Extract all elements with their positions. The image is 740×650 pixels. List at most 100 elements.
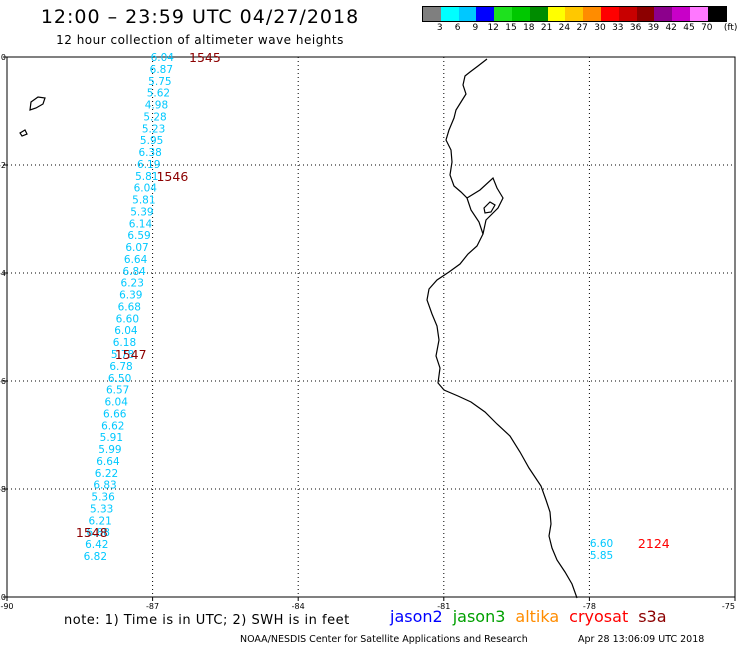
legend-swatch [618,7,637,21]
satellite-s3a: s3a [638,607,667,626]
map-grid: 0 -2 -4 -6 -8 -10-90 -87 -84 -81 -78 -75 [0,53,736,611]
satellite-cryosat: cryosat [569,607,629,626]
wave-height-value: 5.33 [90,503,113,515]
legend-swatch [440,7,459,21]
wave-height-value: 6.23 [121,278,144,290]
wave-height-value: 6.64 [124,254,148,266]
lon-tick-label: -87 [146,602,159,611]
pass-time-label: 1545 [189,50,221,65]
page-title: 12:00 – 23:59 UTC 04/27/2018 [40,6,360,28]
page-subtitle: 12 hour collection of altimeter wave hei… [56,33,344,47]
legend-swatch [494,7,512,21]
legend-swatch [654,7,673,21]
legend-label: 18 [523,23,535,33]
legend-swatches [422,6,727,22]
wave-height-value: 5.39 [130,206,153,218]
wave-height-value: 5.62 [147,88,170,100]
legend-label: 70 [701,23,713,33]
lon-tick-label: -84 [292,602,305,611]
legend-label: 42 [665,23,677,33]
wave-height-value: 6.66 [103,408,127,420]
legend-label: 6 [454,23,461,33]
wave-height-value: 5.28 [143,111,166,123]
wave-height-value: 5.85 [590,550,613,562]
wave-height-value: 5.23 [142,123,165,135]
wave-height-value: 5.81 [132,195,155,207]
wave-height-value: 6.62 [101,420,124,432]
legend-label: 36 [629,23,642,33]
notes: note: 1) Time is in UTC; 2) SWH is in fe… [64,613,350,628]
legend-label: 9 [472,23,479,33]
lat-tick-label: 0 [1,53,6,62]
wave-height-value: 6.07 [125,242,148,254]
wave-height-value: 6.22 [95,468,118,480]
wave-height-value: 5.36 [91,492,115,504]
wave-height-value: 6.38 [138,147,161,159]
footer-credit: NOAA/NESDIS Center for Satellite Applica… [240,634,528,645]
wave-height-value: 6.50 [108,373,131,385]
pass-time-labels: 1545 1546 1547 1548 2124 [76,50,670,551]
wave-height-value: 6.14 [129,218,153,230]
pass-time-label: 1547 [115,347,147,362]
south-america-coastline [426,58,578,599]
legend-swatch [423,7,441,21]
wave-height-value: 6.64 [96,456,120,468]
legend-swatch [529,7,548,21]
wave-height-value: 6.84 [122,266,146,278]
legend-label: 39 [647,23,660,33]
legend-swatch [547,7,566,21]
legend-swatch [458,7,477,21]
legend-swatch [511,7,530,21]
lon-tick-label: -75 [722,602,735,611]
wave-height-value: 6.18 [113,337,136,349]
lat-tick-label: -4 [0,269,6,278]
wave-height-value: 6.78 [109,361,132,373]
legend-swatch [689,7,708,21]
legend-swatch [565,7,584,21]
wave-height-value: 6.87 [150,64,173,76]
legend-label: 15 [505,23,517,33]
wave-height-value: 5.75 [148,76,171,88]
wave-height-value: 6.88 [87,527,110,539]
wave-height-value: 6.04 [105,397,129,409]
wave-height-value: 6.04 [134,183,158,195]
wave-height-value: 6.83 [93,480,116,492]
legend-swatch [636,7,655,21]
wave-height-value: 6.04 [114,325,138,337]
puna-island [483,201,496,214]
lon-tick-label: -81 [437,602,450,611]
wave-height-values: 6.046.875.755.624.985.285.235.956.386.19… [84,52,614,563]
wave-height-legend: 3 6 9 12 15 18 21 24 27 30 33 36 39 42 45 70 (ft) [422,6,737,34]
legend-label: 3 [436,23,443,33]
wave-height-value: 5.78 [111,349,134,361]
legend-label: 33 [612,23,624,33]
legend-label: 27 [576,23,588,33]
lat-tick-label: -8 [0,485,6,494]
wave-height-value: 6.21 [88,515,111,527]
pass-time-label: 1548 [76,525,108,540]
legend-swatch [583,7,601,21]
wave-height-value: 6.82 [84,551,107,563]
wave-height-value: 4.98 [145,100,168,112]
satellite-altika: altika [515,607,560,626]
legend-labels: 3 6 9 12 15 18 21 24 27 30 33 36 39 42 45 70 (ft) [422,22,737,34]
legend-label: 30 [594,23,606,33]
wave-height-value: 6.42 [85,539,108,551]
legend-swatch [476,7,495,21]
lat-tick-label: -10 [0,593,6,602]
wave-height-value: 6.04 [151,52,175,64]
map-border [6,56,736,598]
lat-tick-label: -6 [0,377,6,386]
wave-height-value: 6.59 [127,230,150,242]
satellite-jason2: jason2 [390,607,443,626]
legend-swatch [600,7,619,21]
legend-label: 12 [487,23,499,33]
lon-tick-label: -90 [0,602,13,611]
wave-height-value: 6.68 [118,301,141,313]
wave-height-value: 6.39 [119,290,142,302]
pass-time-label: 2124 [638,536,670,551]
satellite-jason3: jason3 [452,607,506,626]
wave-height-value: 5.99 [98,444,121,456]
legend-label: 24 [558,23,571,33]
legend-swatch [672,7,690,21]
